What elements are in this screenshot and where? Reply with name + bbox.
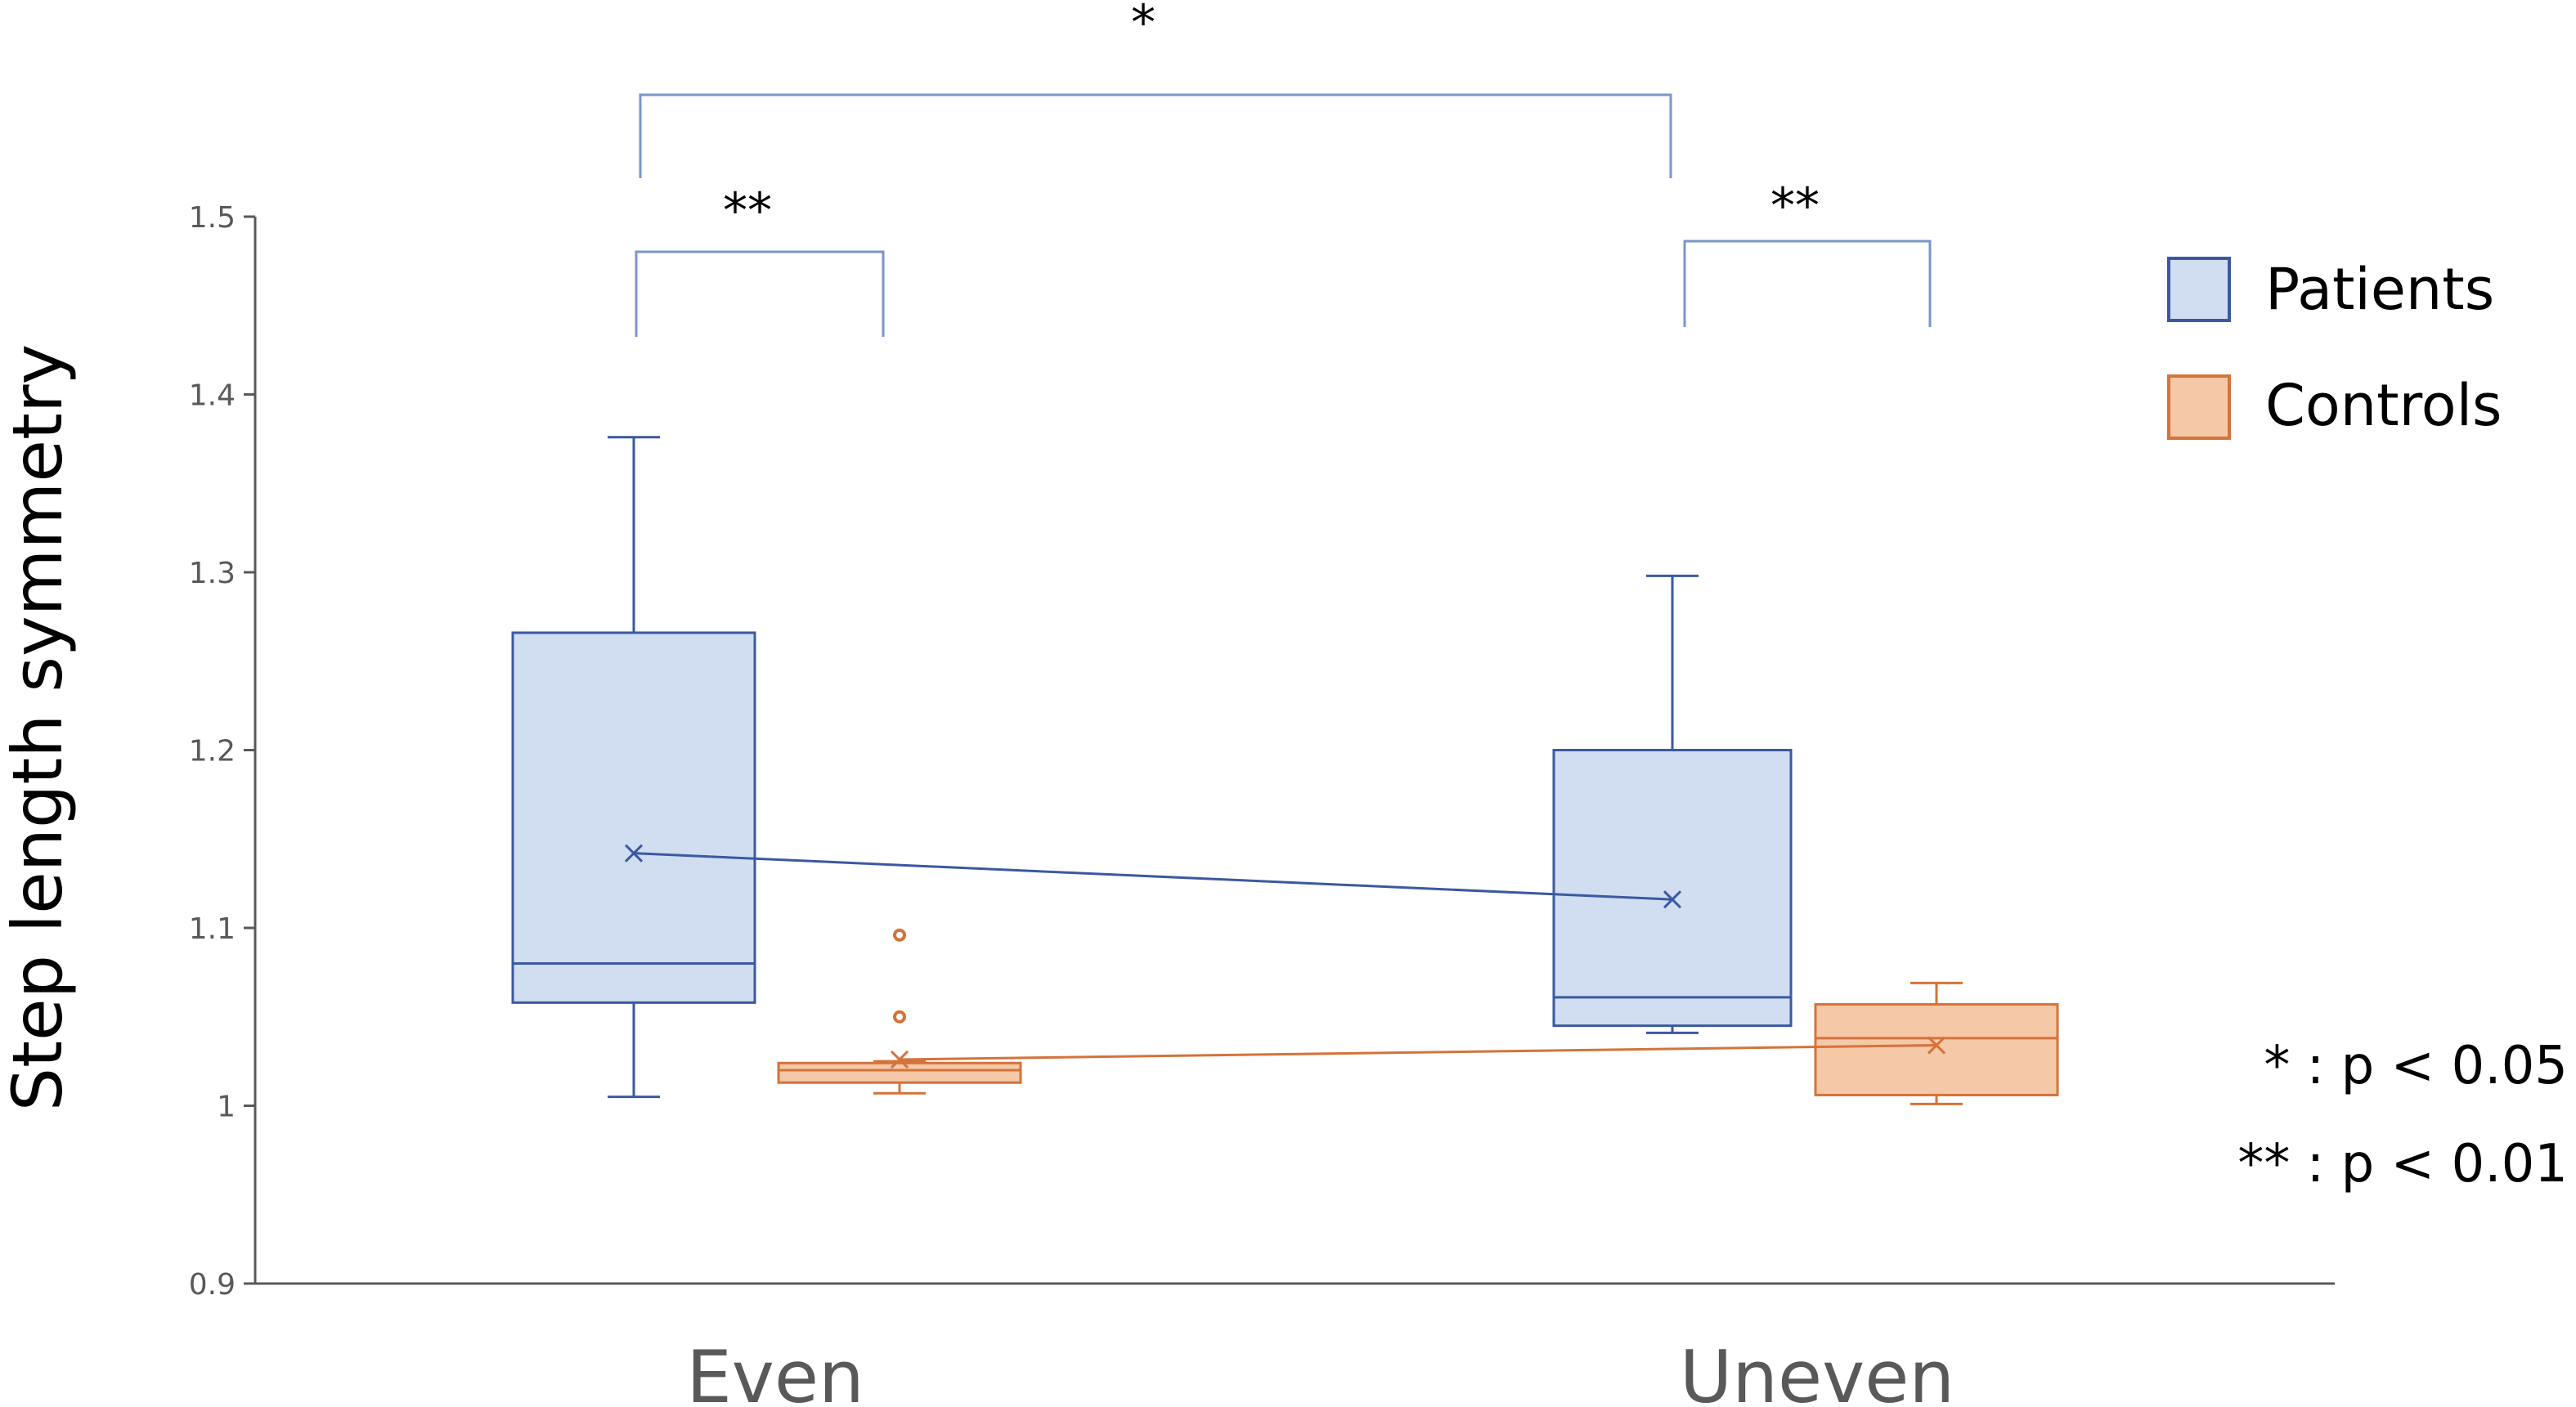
outlier-point <box>893 1010 906 1024</box>
y-tick-label: 1.4 <box>189 379 236 413</box>
significance-brackets: ** *** <box>635 0 1932 337</box>
outlier-point <box>893 928 906 942</box>
bracket-line <box>635 250 885 337</box>
y-tick-label: 1.2 <box>189 735 236 768</box>
x-category-label: Uneven <box>1680 1335 1954 1407</box>
note-p001: ** : p < 0.01 <box>2237 1134 2568 1194</box>
y-axis-title: Step length symmetry <box>0 344 78 1111</box>
significance-bracket: ** <box>635 182 885 337</box>
y-tick-label: 1.1 <box>189 912 236 946</box>
significance-bracket: * <box>639 0 1672 178</box>
mean-line-patients <box>633 852 1673 901</box>
bracket-line <box>1683 240 1932 327</box>
y-tick-label: 1.3 <box>189 557 236 590</box>
significance-label: ** <box>723 182 772 240</box>
y-tick-label: 1 <box>217 1091 236 1124</box>
y-tick-label: 1.5 <box>189 201 236 235</box>
y-tick-label: 0.9 <box>189 1268 236 1302</box>
bracket-line <box>639 93 1672 178</box>
box-controls-uneven <box>1814 981 2059 1105</box>
box-iqr <box>511 631 756 1004</box>
box-patients-uneven <box>1552 574 1793 1034</box>
box-patients-even <box>511 436 756 1099</box>
legend: Patients Controls <box>2167 256 2502 440</box>
significance-bracket: ** <box>1683 177 1932 327</box>
box-controls-even <box>777 928 1022 1095</box>
legend-label-patients: Patients <box>2265 256 2494 323</box>
y-ticks: 0.9 1 1.1 1.2 1.3 1.4 1.5 <box>189 201 255 1302</box>
box-iqr <box>1814 1003 2059 1096</box>
box-iqr <box>777 1061 1022 1084</box>
legend-swatch-controls <box>2167 374 2231 440</box>
box-plots <box>511 436 2059 1105</box>
legend-label-controls: Controls <box>2265 372 2502 439</box>
note-p005: * : p < 0.05 <box>2264 1036 2568 1096</box>
x-category-label: Even <box>686 1335 864 1407</box>
significance-label: * <box>1131 0 1156 52</box>
mean-lines <box>633 852 1937 1061</box>
x-categories: Even Uneven <box>686 1335 1954 1407</box>
mean-line-controls <box>899 1044 1937 1061</box>
legend-swatch-patients <box>2167 257 2231 322</box>
box-iqr <box>1552 749 1793 1028</box>
significance-label: ** <box>1770 177 1820 235</box>
